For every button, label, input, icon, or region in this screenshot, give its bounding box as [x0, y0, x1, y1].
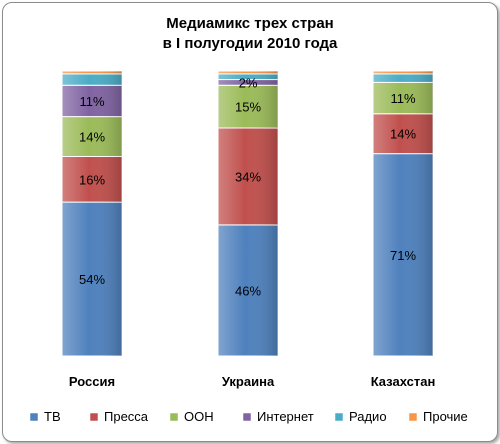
- bar-segment-sheen: [373, 113, 433, 154]
- data-label-series-0-cat-2: 71%: [390, 248, 416, 263]
- data-label-series-3-cat-0: 11%: [79, 94, 104, 109]
- data-label-series-0-cat-1: 46%: [235, 283, 261, 298]
- bar-segment-sheen: [218, 224, 278, 356]
- data-label-series-0-cat-0: 54%: [79, 272, 105, 287]
- data-label-series-2-cat-0: 14%: [79, 130, 105, 145]
- category-label-2: Казахстан: [371, 374, 436, 389]
- bar-segment-sheen: [62, 116, 122, 157]
- legend-swatch-5: [408, 412, 418, 422]
- data-label-series-2-cat-2: 11%: [390, 91, 415, 106]
- category-labels: Россия Украина Казахстан: [69, 374, 435, 389]
- bar-segment-sheen: [62, 73, 122, 86]
- bar-segment-sheen: [62, 202, 122, 356]
- legend-label-4: Радио: [349, 409, 387, 424]
- bar-segment-sheen: [373, 71, 433, 74]
- chart-title-line-2: в I полугодии 2010 года: [163, 35, 338, 52]
- chart-title-line-1: Медиамикс трех стран: [166, 15, 333, 32]
- legend-label-2: ООН: [184, 409, 214, 424]
- legend-swatch-4: [334, 412, 344, 422]
- legend-swatch-2: [169, 412, 179, 422]
- bar-segment-sheen: [218, 85, 278, 128]
- data-labels: 54% 16% 14% 11% 46% 34% 15% 2% 71% 14% 11%: [79, 75, 416, 298]
- bar-segment-sheen: [373, 82, 433, 114]
- bar-segment-sheen: [62, 156, 122, 203]
- data-label-series-1-cat-2: 14%: [390, 127, 416, 142]
- legend-swatch-3: [242, 412, 252, 422]
- category-label-1: Украина: [222, 374, 275, 389]
- bar-segment-sheen: [218, 79, 278, 86]
- bar-segment-sheen: [62, 85, 122, 117]
- bar-segment-sheen: [218, 128, 278, 225]
- bar-segment-sheen: [218, 73, 278, 80]
- legend-label-0: ТВ: [44, 409, 61, 424]
- data-label-series-1-cat-0: 16%: [79, 172, 105, 187]
- bar-segment-sheen: [373, 73, 433, 83]
- legend-swatch-0: [29, 412, 39, 422]
- data-label-series-1-cat-1: 34%: [235, 169, 261, 184]
- legend-label-5: Прочие: [423, 409, 468, 424]
- bar-segment-sheen: [62, 71, 122, 74]
- legend-swatch-1: [89, 412, 99, 422]
- bar-segment-sheen: [218, 71, 278, 74]
- data-label-series-2-cat-1: 15%: [235, 100, 261, 115]
- legend: ТВ Пресса ООН Интернет Радио Прочие: [29, 409, 468, 424]
- legend-label-3: Интернет: [257, 409, 314, 424]
- legend-label-1: Пресса: [104, 409, 149, 424]
- bar-stacks: [61, 70, 434, 357]
- category-label-0: Россия: [69, 374, 115, 389]
- bar-segment-sheen: [373, 153, 433, 356]
- data-label-series-3-cat-1: 2%: [239, 75, 258, 90]
